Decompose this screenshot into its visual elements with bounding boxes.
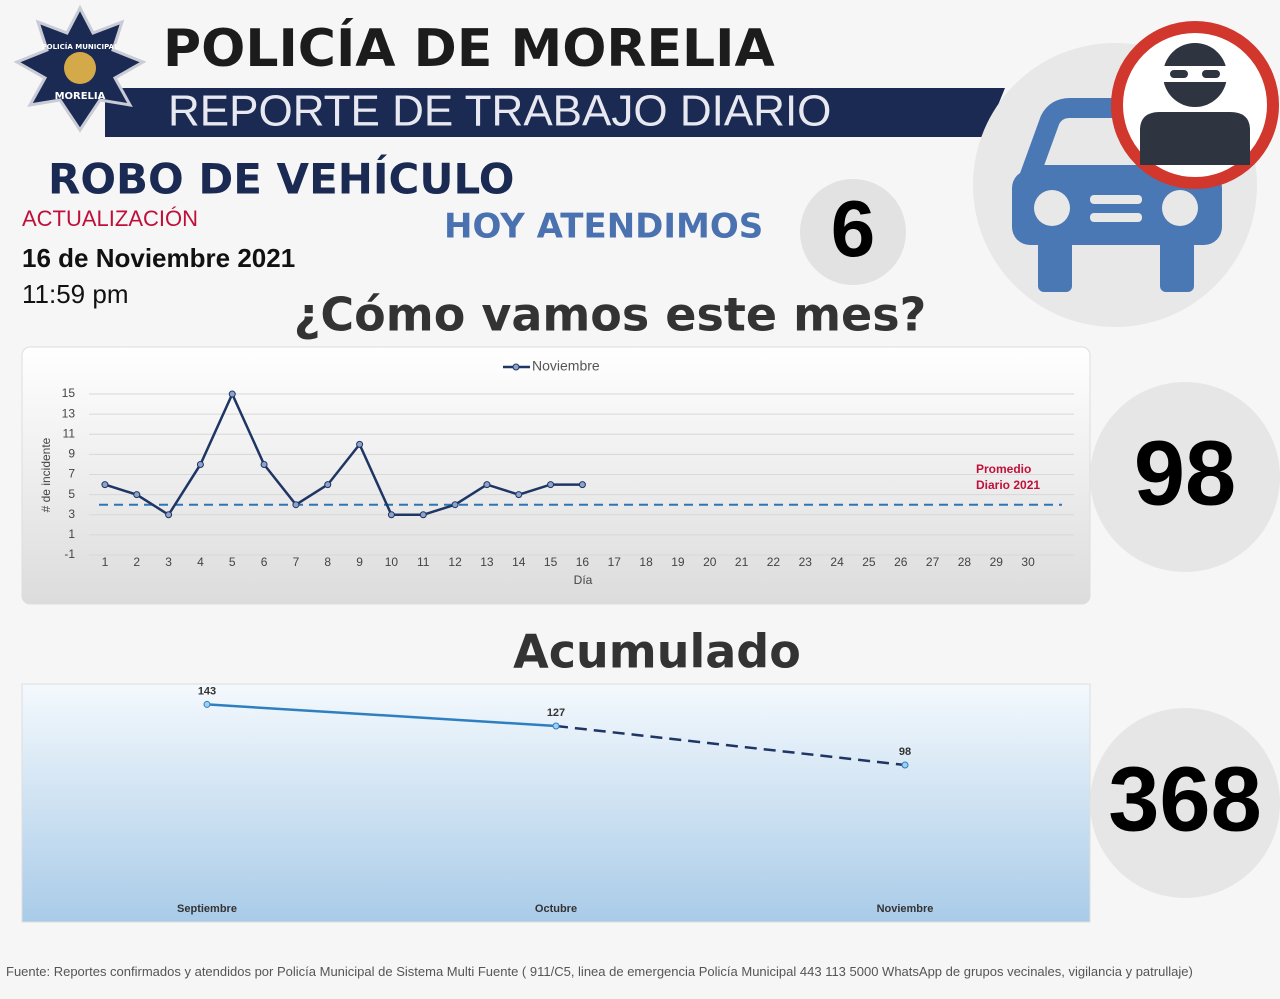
x-tick-label: 21 [735, 555, 749, 569]
update-label: ACTUALIZACIÓN [22, 206, 198, 231]
y-tick-label: 9 [68, 447, 75, 461]
x-tick-label: 16 [576, 555, 590, 569]
x-tick-label: 18 [639, 555, 653, 569]
point [101, 481, 109, 489]
x-tick-label: Noviembre [877, 903, 934, 915]
month-title: ¿Cómo vamos este mes? [294, 288, 927, 342]
reference-label: Diario 2021 [976, 478, 1040, 492]
cumulative-total: 368 [1108, 748, 1262, 850]
y-tick-label: 11 [63, 426, 76, 440]
point [292, 501, 300, 509]
point [324, 481, 332, 489]
month-total: 98 [1134, 422, 1236, 524]
point [483, 481, 491, 489]
daily-panel [21, 346, 1091, 605]
x-tick-label: 4 [197, 555, 204, 569]
cumulative-panel [21, 683, 1091, 923]
x-tick-label: 6 [261, 555, 268, 569]
footer: Fuente: Reportes confirmados y atendidos… [6, 964, 1193, 979]
x-tick-label: 14 [512, 555, 526, 569]
point [196, 460, 204, 468]
x-tick-label: 2 [133, 555, 140, 569]
point [203, 700, 211, 708]
point [552, 722, 560, 730]
x-tick-label: 30 [1021, 555, 1035, 569]
point [515, 491, 523, 499]
subtitle: REPORTE DE TRABAJO DIARIO [168, 87, 831, 136]
legend-point [512, 363, 520, 371]
x-tick-label: 11 [417, 555, 430, 569]
x-tick-label: 20 [703, 555, 717, 569]
y-tick-label: 7 [68, 467, 75, 481]
x-tick-label: 24 [830, 555, 844, 569]
point [419, 511, 427, 519]
date: 16 de Noviembre 2021 [22, 243, 295, 273]
data-label: 143 [198, 685, 216, 697]
x-tick-label: 25 [862, 555, 876, 569]
x-tick-label: 15 [544, 555, 558, 569]
x-tick-label: 19 [671, 555, 685, 569]
line-segment [555, 724, 906, 767]
x-tick-label: 27 [926, 555, 940, 569]
data-label: 98 [899, 746, 911, 758]
x-tick-label: 26 [894, 555, 908, 569]
cumulative-circle [1090, 708, 1280, 898]
x-tick-label: 17 [608, 555, 622, 569]
cumulative-title: Acumulado [513, 625, 801, 679]
month-circle [1090, 382, 1280, 572]
y-tick-label: 15 [62, 386, 76, 400]
x-tick-label: 12 [448, 555, 462, 569]
line-segment [206, 703, 557, 728]
point [578, 481, 586, 489]
x-tick-label: 7 [293, 555, 300, 569]
crime: ROBO DE VEHÍCULO [48, 154, 514, 204]
x-tick-label: Octubre [535, 903, 577, 915]
x-tick-label: 28 [958, 555, 972, 569]
point [451, 501, 459, 509]
point [133, 491, 141, 499]
line [104, 391, 583, 517]
thief-icon [1140, 43, 1250, 165]
badge-emblem [64, 52, 96, 84]
point [547, 481, 555, 489]
point [228, 390, 236, 398]
reference-label: Promedio [976, 462, 1031, 476]
today-value: 6 [831, 184, 876, 273]
data-label: 127 [547, 707, 565, 719]
today-label: HOY ATENDIMOS [444, 207, 763, 247]
badge-bottom: MORELIA [55, 91, 106, 102]
x-tick-label: 22 [767, 555, 781, 569]
y-tick-label: 3 [68, 507, 75, 521]
y-tick-label: -1 [64, 547, 75, 561]
header-band [105, 88, 1005, 137]
y-axis-label: # de incidente [39, 437, 53, 512]
today-circle [800, 179, 906, 285]
x-tick-label: 9 [356, 555, 363, 569]
y-tick-label: 5 [68, 487, 75, 501]
y-tick-label: 13 [62, 406, 76, 420]
x-tick-label: 23 [799, 555, 813, 569]
x-tick-label: 8 [324, 555, 331, 569]
point [165, 511, 173, 519]
x-tick-label: 5 [229, 555, 236, 569]
x-tick-label: 1 [102, 555, 109, 569]
y-tick-label: 1 [68, 527, 75, 541]
time: 11:59 pm [22, 279, 128, 309]
legend-label: Noviembre [532, 358, 600, 374]
x-axis-label: Día [574, 573, 593, 587]
badge-top: POLICÍA MUNICIPAL [42, 42, 120, 51]
x-tick-label: 3 [165, 555, 172, 569]
x-tick-label: Septiembre [177, 903, 237, 915]
x-tick-label: 10 [385, 555, 399, 569]
x-tick-label: 13 [480, 555, 494, 569]
point [356, 440, 364, 448]
title: POLICÍA DE MORELIA [163, 18, 775, 79]
x-tick-label: 29 [990, 555, 1004, 569]
point [260, 460, 268, 468]
point [901, 761, 909, 769]
point [387, 511, 395, 519]
